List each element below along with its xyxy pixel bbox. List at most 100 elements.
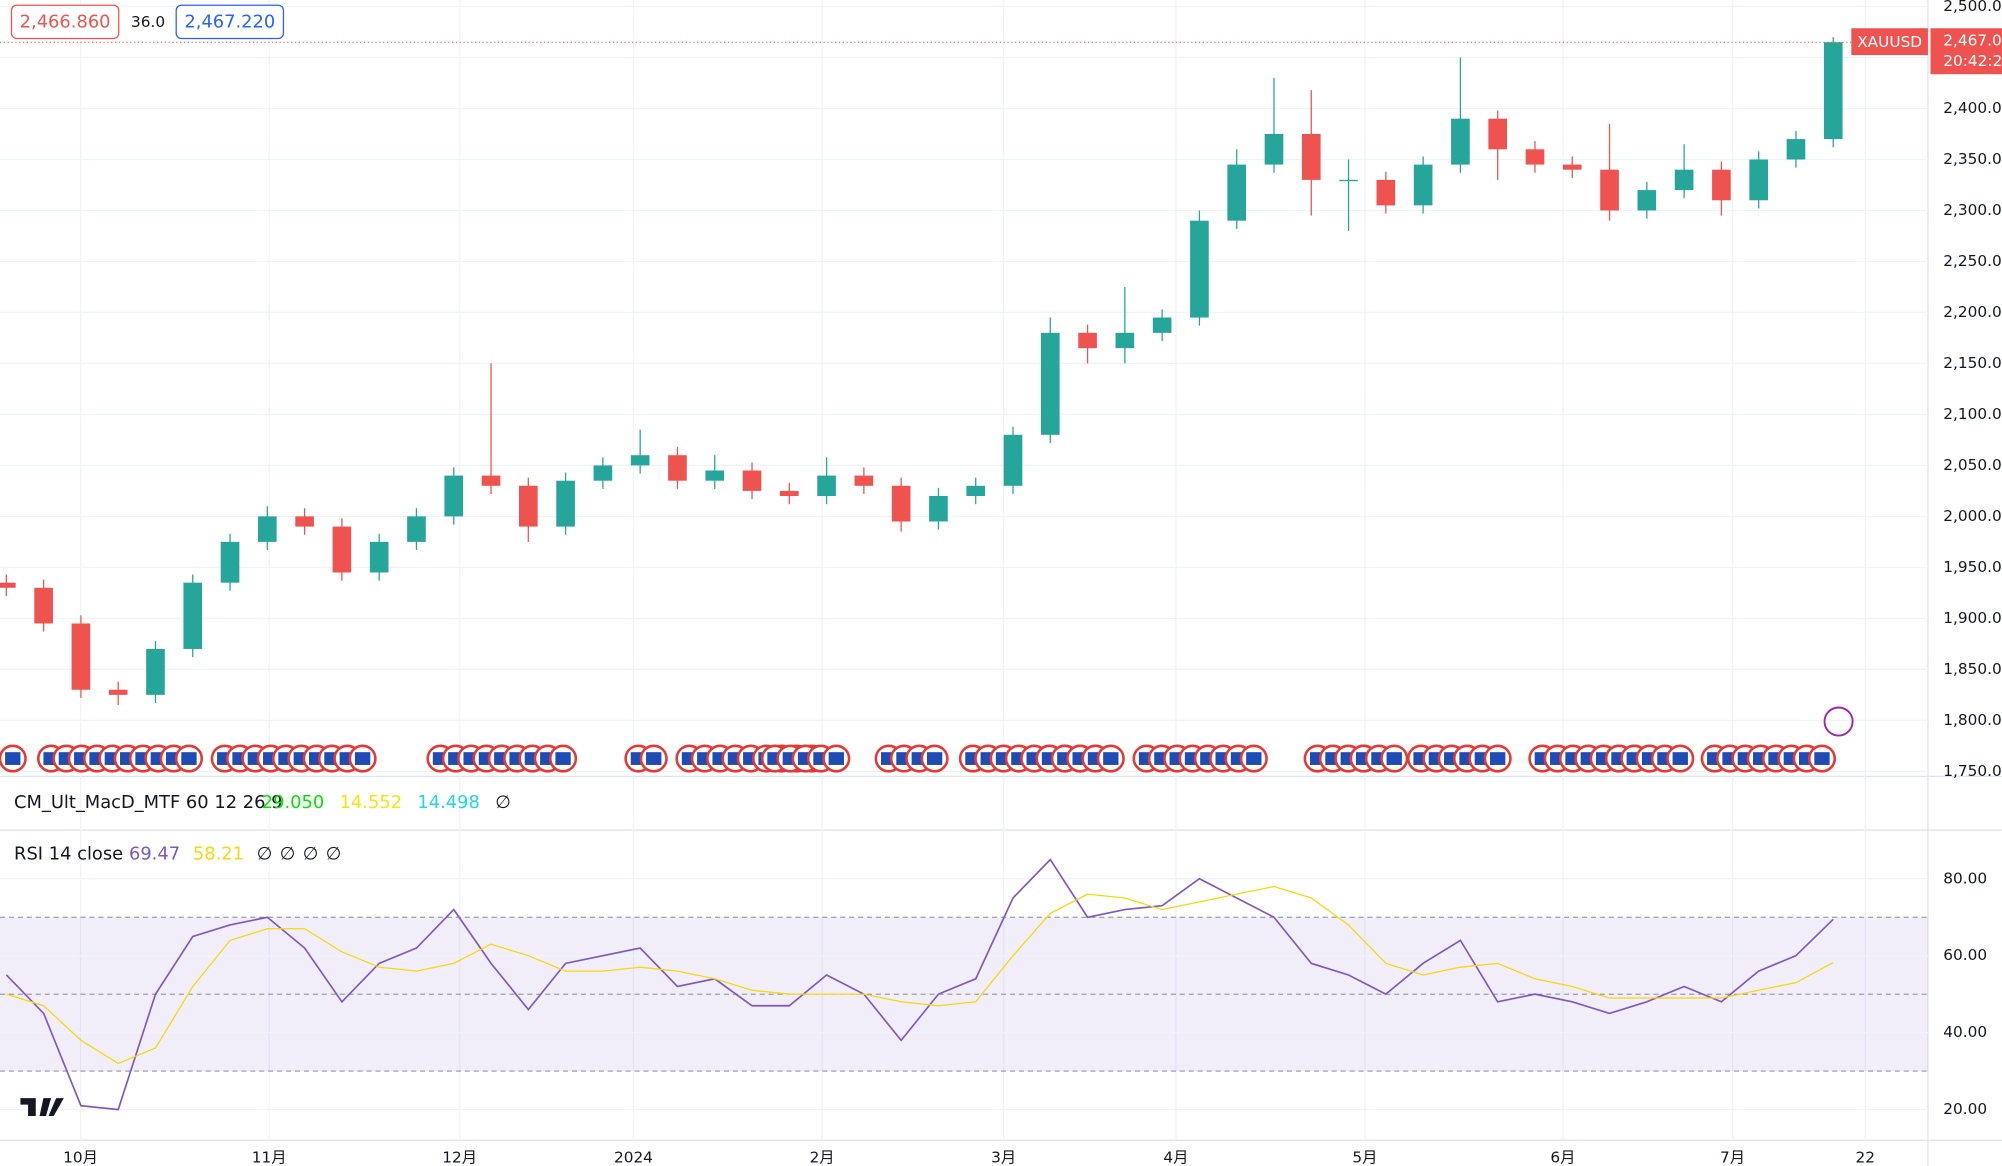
candle-body	[966, 485, 986, 496]
rsi-band	[0, 917, 1928, 1072]
bid-box	[10, 4, 120, 40]
x-tick-label: 4月	[1163, 1149, 1188, 1166]
event-flag-body	[354, 752, 371, 765]
y-tick-label: 2,150.0	[1943, 354, 2001, 372]
event-flag	[549, 744, 578, 773]
candle-body	[295, 516, 314, 527]
candle-body	[593, 465, 613, 481]
candle-body	[1749, 159, 1768, 201]
candle-body	[817, 475, 836, 496]
candle-body	[332, 526, 352, 573]
candle-body	[1115, 332, 1135, 349]
rsi-name: RSI 14 close	[14, 843, 123, 864]
candle-body	[1674, 169, 1694, 191]
x-tick-label: 2月	[810, 1149, 835, 1166]
y-tick-label: 80.00	[1943, 869, 1987, 887]
indicator-value: ∅	[495, 792, 511, 813]
candle-body	[1562, 164, 1582, 170]
candle-body	[1451, 118, 1470, 165]
symbol-tag	[1851, 28, 1928, 56]
rsi-extra: ∅	[257, 843, 273, 864]
spread: 36.0	[131, 13, 165, 31]
candle-body	[556, 480, 575, 527]
candle-body	[481, 475, 501, 486]
candle-body	[1488, 118, 1508, 150]
y-tick-label: 1,800.0	[1943, 711, 2001, 729]
y-tick-label: 2,400.0	[1943, 99, 2001, 117]
y-tick-label: 20.00	[1943, 1100, 1987, 1118]
ask-price: 2,467.220	[184, 11, 275, 32]
candle-body	[630, 455, 650, 466]
bid-price: 2,466.860	[20, 11, 111, 32]
event-flag	[639, 744, 668, 773]
candle-body	[220, 541, 240, 583]
event-flag	[822, 744, 851, 773]
candle-body	[891, 485, 911, 522]
event-flag-body	[1672, 752, 1688, 765]
candle-body	[183, 582, 203, 649]
x-tick-label: 12月	[442, 1149, 477, 1166]
candle-body	[1078, 332, 1097, 349]
indicator-value: 14.552	[340, 792, 403, 813]
candle-body	[705, 470, 725, 481]
candle-body	[1823, 42, 1843, 140]
candle-body	[1040, 332, 1060, 435]
x-tick-label: 22	[1856, 1149, 1876, 1166]
candle-body	[108, 689, 128, 695]
x-tick-label: 10月	[63, 1149, 98, 1166]
candle-body	[742, 470, 762, 491]
y-tick-label: 60.00	[1943, 946, 1987, 964]
event-flag	[1483, 744, 1512, 773]
candle-body	[1301, 133, 1321, 180]
y-tick-label: 2,500.0	[1943, 0, 2001, 15]
rsi-value: 58.21	[193, 843, 244, 864]
ask-box	[175, 4, 285, 40]
rsi-line	[5, 858, 1834, 1111]
event-flag-body	[828, 752, 844, 765]
indicator-value: 29.050	[262, 792, 325, 813]
event-flag-body	[1490, 752, 1506, 765]
event-flag-body	[1386, 752, 1402, 765]
event-flag-body	[1246, 752, 1262, 765]
event-flag-body	[181, 752, 197, 765]
candle-body	[369, 541, 389, 573]
event-flag-body	[926, 752, 943, 765]
event-flag-body	[1103, 752, 1119, 765]
last-price: 2,467.0	[1943, 32, 2001, 50]
event-flag	[920, 744, 949, 773]
event-flag	[1380, 744, 1409, 773]
events-row	[0, 744, 1837, 773]
y-tick-label: 1,950.0	[1943, 558, 2001, 576]
rsi-extra: ∅	[280, 843, 296, 864]
event-flag-body	[555, 752, 571, 765]
y-tick-label: 2,050.0	[1943, 456, 2001, 474]
candle-body	[1376, 179, 1396, 206]
last-price-tag	[1930, 28, 2002, 75]
candle-body	[1339, 179, 1358, 182]
x-tick-label: 11月	[252, 1149, 287, 1166]
event-flag	[1666, 744, 1695, 773]
indicator-value: 14.498	[417, 792, 480, 813]
candle-body	[1525, 149, 1545, 165]
y-tick-label: 2,300.0	[1943, 201, 2001, 219]
candle-body	[0, 582, 16, 588]
candle-body	[258, 516, 277, 542]
x-tick-label: 6月	[1550, 1149, 1575, 1166]
candle-body	[854, 475, 874, 486]
y-tick-label: 2,350.0	[1943, 150, 2001, 168]
candle-body	[668, 455, 687, 481]
alert-icon[interactable]	[1823, 706, 1854, 737]
candle-body	[1712, 169, 1731, 201]
candle-body	[1413, 164, 1433, 206]
candle-body	[146, 648, 165, 695]
candle-body	[1003, 434, 1023, 486]
indicator-name: CM_Ult_MacD_MTF 60 12 26 9	[14, 792, 282, 813]
candle-body	[1227, 164, 1247, 221]
rsi-line	[6, 885, 1834, 1065]
event-flag	[1096, 744, 1125, 773]
event-flag	[1807, 744, 1837, 773]
event-flag	[1239, 744, 1268, 773]
